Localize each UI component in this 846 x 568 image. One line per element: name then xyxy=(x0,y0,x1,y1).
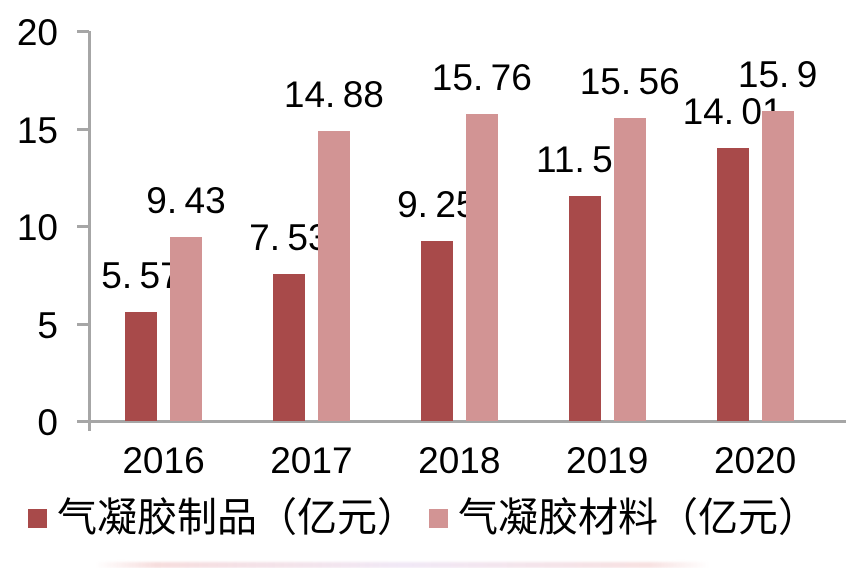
legend-swatch-light-icon xyxy=(429,508,448,528)
data-label-materials-2019: 15. 56 xyxy=(579,60,680,102)
data-label-products-2017: 7. 53 xyxy=(249,217,329,259)
bar-materials-2020 xyxy=(761,110,794,421)
bar-products-2020 xyxy=(716,147,749,421)
y-tick-mark xyxy=(77,127,89,131)
x-axis-line xyxy=(77,420,846,423)
data-label-products-2016: 5. 57 xyxy=(101,255,181,297)
legend-item-products: 气凝胶制品（亿元） xyxy=(28,496,417,540)
data-label-products-2019: 11. 53 xyxy=(536,139,634,181)
bar-materials-2018 xyxy=(465,113,498,421)
legend-swatch-dark-icon xyxy=(28,508,47,528)
y-tick-label: 15 xyxy=(16,109,58,151)
legend-label-products: 气凝胶制品（亿元） xyxy=(57,495,417,540)
x-tick-label-2019: 2019 xyxy=(566,440,649,481)
bar-materials-2019 xyxy=(613,117,646,421)
bar-products-2017 xyxy=(272,274,305,421)
y-tick-mark xyxy=(77,30,89,33)
x-tick-label-2016: 2016 xyxy=(122,440,205,481)
data-label-materials-2020: 15. 9 xyxy=(737,53,818,95)
data-label-materials-2016: 9. 43 xyxy=(146,180,226,222)
y-tick-mark xyxy=(77,322,89,326)
legend-label-materials: 气凝胶材料（亿元） xyxy=(458,495,818,540)
bottom-crop-artifact xyxy=(95,562,710,568)
y-tick-mark xyxy=(77,420,89,423)
x-tick-label-2018: 2018 xyxy=(418,440,501,481)
bar-products-2019 xyxy=(568,196,601,421)
data-label-products-2018: 9. 25 xyxy=(397,183,477,225)
data-label-materials-2018: 15. 76 xyxy=(431,56,532,98)
y-axis-line xyxy=(88,31,91,431)
x-tick-label-2020: 2020 xyxy=(713,440,797,481)
data-label-materials-2017: 14. 88 xyxy=(283,73,384,115)
bar-products-2016 xyxy=(125,312,157,421)
bar-materials-2017 xyxy=(317,130,350,421)
bar-products-2018 xyxy=(420,240,453,421)
legend: 气凝胶制品（亿元） 气凝胶材料（亿元） xyxy=(28,496,818,540)
bar-materials-2016 xyxy=(170,237,202,421)
y-tick-label: 20 xyxy=(16,12,58,53)
x-tick-label-2017: 2017 xyxy=(270,440,353,481)
y-tick-mark xyxy=(77,225,89,228)
y-tick-label: 0 xyxy=(37,402,58,443)
y-tick-label: 5 xyxy=(37,304,58,346)
legend-item-materials: 气凝胶材料（亿元） xyxy=(429,496,818,540)
y-tick-label: 10 xyxy=(16,207,58,248)
